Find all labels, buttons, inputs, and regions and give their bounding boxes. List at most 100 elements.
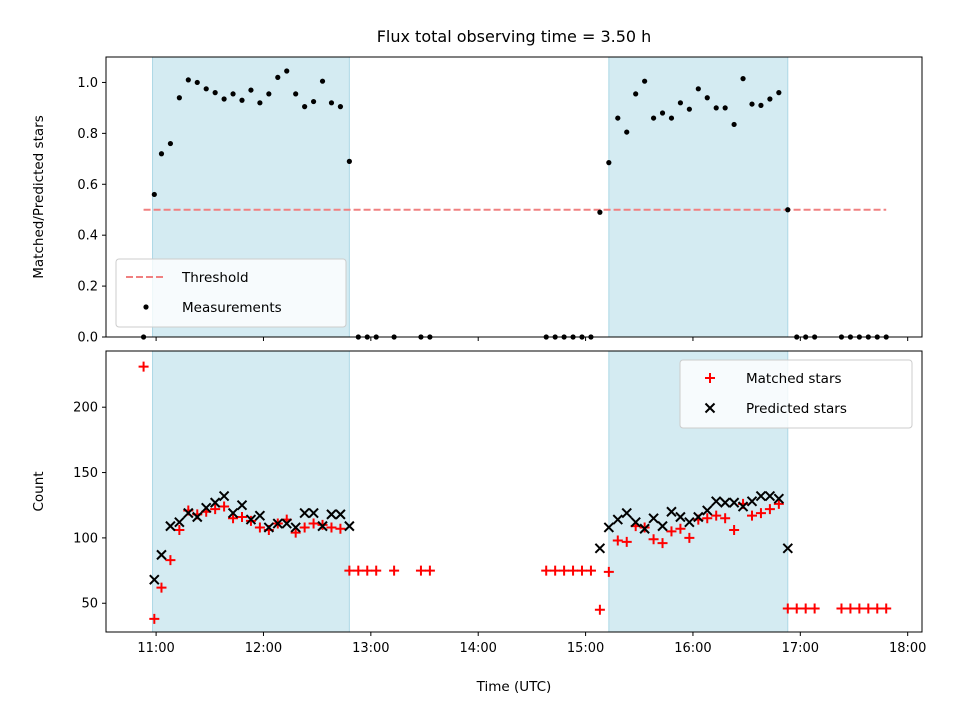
data-point bbox=[675, 523, 686, 534]
data-point bbox=[165, 555, 176, 566]
data-point bbox=[275, 74, 281, 80]
data-point bbox=[675, 511, 686, 523]
data-point bbox=[666, 506, 677, 517]
data-point bbox=[302, 104, 308, 110]
data-point bbox=[183, 507, 194, 519]
data-point bbox=[218, 490, 230, 502]
data-point bbox=[362, 565, 373, 576]
legend-label: Threshold bbox=[181, 270, 249, 286]
data-point bbox=[746, 496, 758, 507]
x-tick-label: 18:00 bbox=[889, 641, 926, 656]
plot-frame bbox=[105, 56, 923, 338]
data-point bbox=[606, 160, 612, 166]
y-tick-label: 0.2 bbox=[77, 280, 98, 295]
data-point bbox=[248, 87, 254, 93]
plot-frame bbox=[105, 350, 923, 633]
data-point bbox=[624, 129, 630, 135]
data-point bbox=[749, 101, 755, 107]
observing-window bbox=[152, 351, 350, 632]
data-point bbox=[371, 565, 382, 576]
data-point bbox=[219, 501, 230, 512]
data-point bbox=[239, 97, 245, 103]
data-point bbox=[221, 96, 227, 102]
data-point bbox=[299, 507, 310, 519]
data-point bbox=[254, 510, 266, 521]
panel-ratio: 0.0 0.2 0.4 0.6 0.8 1.0 Matched/Predicted star… bbox=[31, 56, 923, 346]
data-point bbox=[773, 493, 785, 504]
x-axis-label: Time (UTC) bbox=[476, 679, 552, 695]
legend: Matched stars Predicted stars bbox=[679, 359, 913, 429]
data-point bbox=[192, 511, 203, 523]
data-point bbox=[845, 603, 856, 614]
data-point bbox=[308, 507, 319, 519]
data-point bbox=[650, 115, 657, 121]
data-point bbox=[156, 549, 167, 561]
data-point bbox=[666, 526, 677, 537]
data-point bbox=[210, 504, 221, 515]
data-point bbox=[729, 525, 740, 536]
data-point bbox=[281, 518, 292, 529]
data-point bbox=[713, 105, 719, 111]
x-tick-label: 12:00 bbox=[245, 641, 282, 656]
data-point bbox=[854, 603, 865, 614]
data-point bbox=[203, 86, 209, 92]
data-point bbox=[711, 496, 722, 507]
data-point bbox=[143, 304, 149, 310]
data-point bbox=[337, 104, 344, 110]
data-point bbox=[684, 532, 695, 543]
data-point bbox=[344, 565, 355, 576]
data-point bbox=[138, 361, 149, 372]
data-point bbox=[597, 209, 603, 215]
data-point bbox=[684, 517, 695, 528]
data-point bbox=[767, 96, 773, 102]
data-point bbox=[704, 402, 716, 414]
x-tick-label: 15:00 bbox=[567, 641, 604, 656]
data-point bbox=[284, 68, 290, 74]
y-tick-label: 0.6 bbox=[77, 178, 98, 193]
y-tick-label: 0.8 bbox=[77, 127, 98, 142]
data-point bbox=[740, 76, 746, 82]
data-point bbox=[872, 603, 883, 614]
data-point bbox=[424, 565, 435, 576]
data-point bbox=[702, 513, 713, 524]
data-point bbox=[310, 98, 317, 105]
data-point bbox=[722, 105, 728, 111]
data-point bbox=[236, 500, 248, 511]
y-tick-label: 1.0 bbox=[77, 76, 98, 91]
data-point bbox=[254, 522, 265, 533]
data-point bbox=[228, 513, 239, 524]
data-point bbox=[209, 497, 221, 508]
data-point bbox=[782, 543, 793, 554]
data-point bbox=[728, 497, 740, 508]
data-point bbox=[201, 502, 212, 514]
data-point bbox=[633, 91, 639, 97]
data-point bbox=[290, 522, 301, 533]
y-tick-label: 100 bbox=[73, 531, 98, 546]
data-point bbox=[677, 100, 684, 106]
data-point bbox=[668, 115, 675, 121]
data-point bbox=[389, 565, 400, 576]
data-point bbox=[639, 523, 650, 534]
data-point bbox=[353, 565, 364, 576]
data-point bbox=[328, 100, 335, 106]
data-point bbox=[791, 603, 802, 614]
data-point bbox=[881, 603, 892, 614]
data-point bbox=[577, 565, 587, 576]
data-point bbox=[266, 91, 272, 97]
legend-label: Predicted stars bbox=[746, 401, 847, 417]
data-point bbox=[585, 565, 596, 576]
data-point bbox=[167, 140, 174, 147]
data-point bbox=[702, 505, 713, 516]
data-point bbox=[603, 566, 614, 577]
x-tick-label: 17:00 bbox=[782, 641, 819, 656]
data-point bbox=[165, 520, 176, 532]
data-point bbox=[711, 510, 722, 521]
data-point bbox=[299, 522, 310, 533]
y-tick-label: 0.4 bbox=[77, 229, 98, 244]
data-point bbox=[704, 95, 710, 101]
data-point bbox=[149, 613, 160, 624]
data-point bbox=[151, 191, 157, 198]
x-tick-label: 11:00 bbox=[137, 641, 174, 656]
y-tick-label: 200 bbox=[73, 401, 98, 416]
